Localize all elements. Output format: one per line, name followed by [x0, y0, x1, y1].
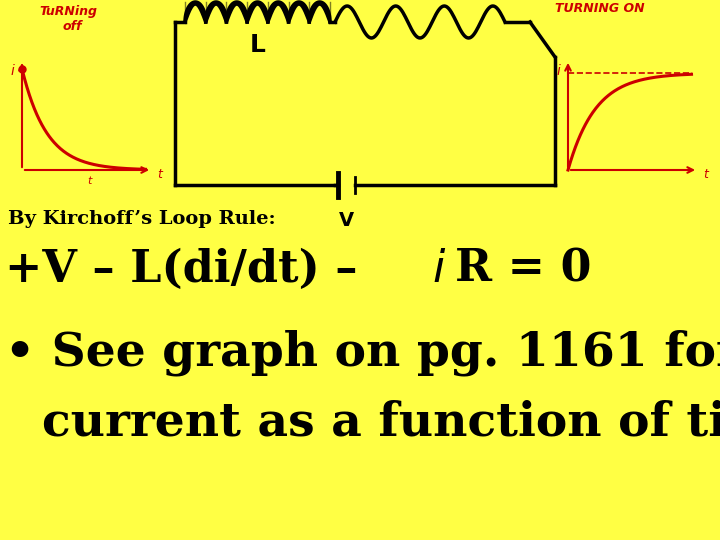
Text: TuRNing: TuRNing — [39, 5, 97, 18]
Text: current as a function of time.: current as a function of time. — [42, 400, 720, 446]
Text: TURNING ON: TURNING ON — [555, 2, 645, 15]
Text: t: t — [157, 168, 162, 181]
Text: +V – L(di/dt) –: +V – L(di/dt) – — [5, 248, 373, 291]
Text: $\mathit{i}$: $\mathit{i}$ — [432, 248, 446, 291]
Text: i: i — [556, 64, 560, 78]
Text: By Kirchoff’s Loop Rule:: By Kirchoff’s Loop Rule: — [8, 210, 276, 228]
Text: • See graph on pg. 1161 for: • See graph on pg. 1161 for — [5, 330, 720, 376]
Text: i: i — [10, 64, 14, 78]
Text: t: t — [703, 168, 708, 181]
Text: off: off — [62, 20, 82, 33]
Text: R = 0: R = 0 — [455, 248, 592, 291]
Text: L: L — [250, 33, 266, 57]
Text: t: t — [87, 176, 91, 186]
Text: V: V — [338, 211, 354, 230]
